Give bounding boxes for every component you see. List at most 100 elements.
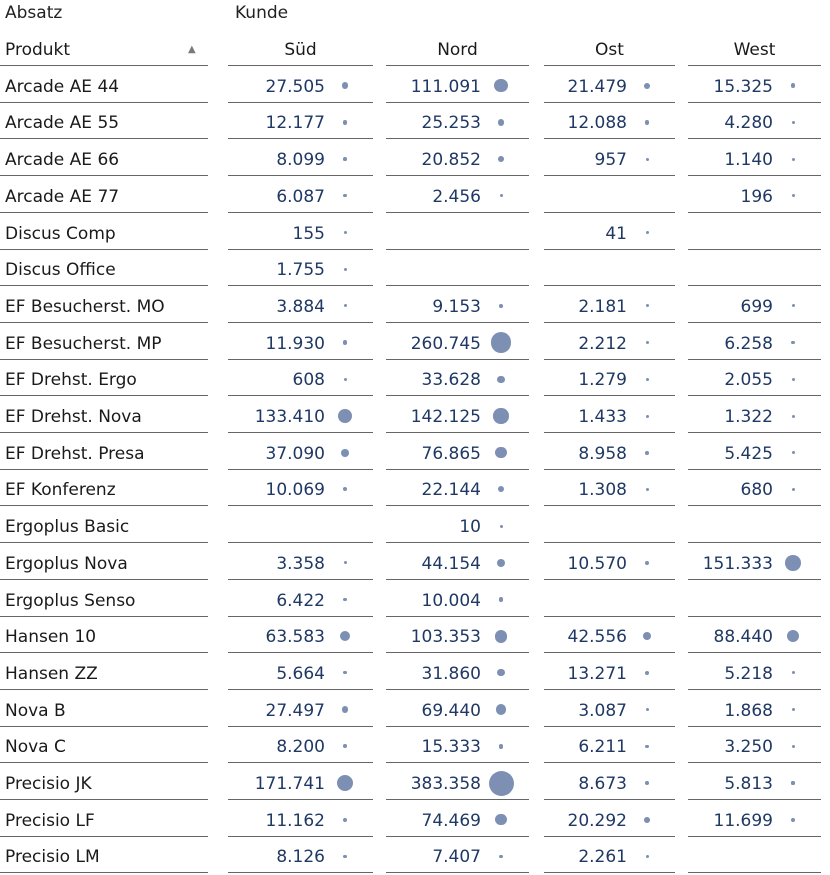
value-cell[interactable]: 31.860 — [421, 663, 481, 684]
value-cell[interactable]: 2.261 — [578, 847, 627, 868]
value-cell[interactable]: 196 — [740, 186, 773, 207]
value-cell[interactable]: 74.469 — [421, 810, 481, 831]
value-cell[interactable]: 69.440 — [421, 700, 481, 721]
value-cell[interactable]: 3.250 — [724, 737, 773, 758]
region-header-1[interactable]: Nord — [437, 40, 478, 60]
value-cell[interactable]: 383.358 — [410, 774, 481, 794]
value-cell[interactable]: 44.154 — [421, 553, 481, 574]
row-label: Arcade AE 77 — [5, 186, 120, 207]
value-cell[interactable]: 8.099 — [276, 150, 325, 171]
value-cell[interactable]: 1.868 — [724, 700, 773, 721]
product-column-header[interactable]: Produkt — [5, 40, 71, 60]
value-cell[interactable]: 11.162 — [265, 810, 325, 831]
value-cell[interactable]: 9.153 — [432, 296, 481, 317]
cell-divider — [386, 725, 529, 727]
value-cell[interactable]: 133.410 — [254, 407, 325, 427]
value-cell[interactable]: 1.140 — [724, 150, 773, 171]
cell-divider — [386, 872, 529, 874]
cell-divider — [544, 138, 675, 140]
value-cell[interactable]: 33.628 — [421, 370, 481, 391]
value-cell[interactable]: 3.358 — [276, 553, 325, 574]
value-cell[interactable]: 957 — [594, 150, 627, 171]
value-cell[interactable]: 111.091 — [410, 76, 481, 97]
value-cell[interactable]: 27.497 — [265, 700, 325, 721]
value-cell[interactable]: 608 — [292, 370, 325, 391]
region-header-2[interactable]: Ost — [595, 40, 624, 60]
cell-divider — [228, 872, 373, 874]
cell-divider — [544, 101, 675, 103]
value-cell[interactable]: 1.279 — [578, 370, 627, 391]
value-cell[interactable]: 41 — [605, 223, 627, 244]
cell-divider — [688, 395, 821, 397]
value-cell[interactable]: 11.699 — [713, 810, 773, 831]
value-cell[interactable]: 103.353 — [410, 627, 481, 648]
value-bubble — [343, 671, 347, 675]
value-cell[interactable]: 10.069 — [265, 480, 325, 501]
value-cell[interactable]: 6.422 — [276, 590, 325, 611]
value-cell[interactable]: 1.433 — [578, 407, 627, 427]
cell-divider — [544, 321, 675, 323]
row-label: Hansen ZZ — [5, 663, 98, 684]
value-cell[interactable]: 11.930 — [265, 333, 325, 354]
region-header-0[interactable]: Süd — [284, 40, 317, 60]
value-cell[interactable]: 12.088 — [567, 113, 627, 134]
value-cell[interactable]: 15.325 — [713, 76, 773, 97]
value-cell[interactable]: 8.126 — [276, 847, 325, 868]
value-cell[interactable]: 6.087 — [276, 186, 325, 207]
value-cell[interactable]: 42.556 — [567, 627, 627, 648]
value-cell[interactable]: 8.200 — [276, 737, 325, 758]
value-cell[interactable]: 3.087 — [578, 700, 627, 721]
value-cell[interactable]: 142.125 — [410, 407, 481, 427]
value-cell[interactable]: 25.253 — [421, 113, 481, 134]
value-cell[interactable]: 10.004 — [421, 590, 481, 611]
value-cell[interactable]: 20.852 — [421, 150, 481, 171]
value-cell[interactable]: 2.055 — [724, 370, 773, 391]
value-cell[interactable]: 10 — [459, 517, 481, 538]
value-cell[interactable]: 680 — [740, 480, 773, 501]
value-cell[interactable]: 37.090 — [265, 443, 325, 464]
value-cell[interactable]: 2.181 — [578, 296, 627, 317]
cell-divider — [544, 175, 675, 177]
value-cell[interactable]: 2.456 — [432, 186, 481, 207]
value-cell[interactable]: 1.322 — [724, 407, 773, 427]
region-header-3[interactable]: West — [733, 40, 776, 60]
value-cell[interactable]: 88.440 — [713, 627, 773, 648]
value-cell[interactable]: 13.271 — [567, 663, 627, 684]
value-cell[interactable]: 5.813 — [724, 774, 773, 794]
value-cell[interactable]: 7.407 — [432, 847, 481, 868]
value-cell[interactable]: 20.292 — [567, 810, 627, 831]
sort-ascending-icon[interactable]: ▲ — [188, 44, 196, 55]
value-cell[interactable]: 21.479 — [567, 76, 627, 97]
row-divider — [0, 615, 208, 617]
cell-divider — [688, 688, 821, 690]
value-cell[interactable]: 699 — [740, 296, 773, 317]
value-cell[interactable]: 12.177 — [265, 113, 325, 134]
value-cell[interactable]: 5.425 — [724, 443, 773, 464]
value-cell[interactable]: 63.583 — [265, 627, 325, 648]
value-cell[interactable]: 6.211 — [578, 737, 627, 758]
value-cell[interactable]: 15.333 — [421, 737, 481, 758]
cell-divider — [386, 762, 529, 764]
value-cell[interactable]: 151.333 — [702, 553, 773, 574]
row-label: Ergoplus Nova — [5, 553, 128, 574]
value-cell[interactable]: 6.258 — [724, 333, 773, 354]
value-cell[interactable]: 27.505 — [265, 76, 325, 97]
value-cell[interactable]: 1.755 — [276, 260, 325, 281]
value-cell[interactable]: 2.212 — [578, 333, 627, 354]
value-cell[interactable]: 10.570 — [567, 553, 627, 574]
value-cell[interactable]: 5.664 — [276, 663, 325, 684]
value-cell[interactable]: 22.144 — [421, 480, 481, 501]
value-cell[interactable]: 155 — [292, 223, 325, 244]
value-cell[interactable]: 4.280 — [724, 113, 773, 134]
value-cell[interactable]: 260.745 — [410, 333, 481, 354]
value-cell[interactable]: 171.741 — [254, 774, 325, 794]
value-cell[interactable]: 5.218 — [724, 663, 773, 684]
value-cell[interactable]: 76.865 — [421, 443, 481, 464]
value-bubble — [488, 770, 514, 796]
row-divider — [0, 688, 208, 690]
value-cell[interactable]: 8.673 — [578, 774, 627, 794]
row-label: Arcade AE 44 — [5, 76, 120, 97]
value-cell[interactable]: 3.884 — [276, 296, 325, 317]
value-cell[interactable]: 1.308 — [578, 480, 627, 501]
value-cell[interactable]: 8.958 — [578, 443, 627, 464]
